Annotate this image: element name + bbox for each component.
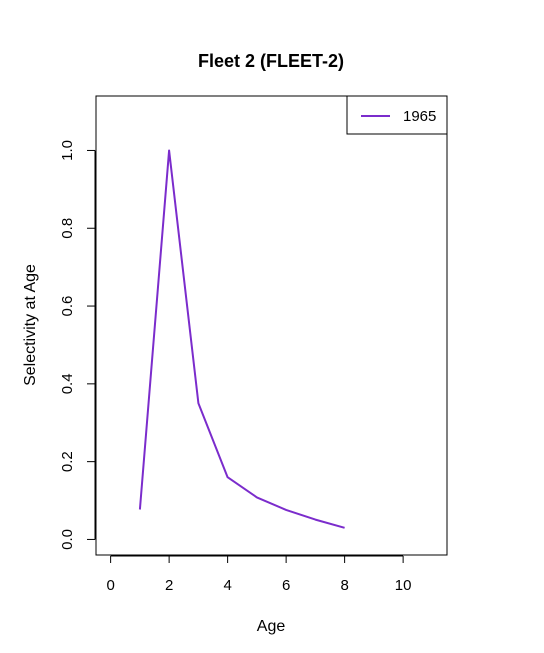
y-tick-label: 0.2 (59, 451, 76, 472)
y-tick-label: 0.8 (59, 218, 76, 239)
plot-frame (95, 95, 448, 556)
y-axis: 0.0 0.2 0.4 0.6 0.8 1.0 (59, 140, 96, 550)
y-axis-label: Selectivity at Age (22, 264, 39, 386)
series-line-1965 (138, 149, 345, 529)
y-tick-label: 1.0 (59, 140, 76, 161)
x-tick-label: 6 (282, 577, 290, 594)
x-tick-label: 10 (395, 577, 412, 594)
y-tick-label: 0.6 (59, 296, 76, 317)
y-tick-label: 0.4 (59, 373, 76, 394)
x-tick-label: 8 (340, 577, 348, 594)
legend-label: 1965 (403, 108, 436, 125)
y-tick-label: 0.0 (59, 529, 76, 550)
legend: 1965 (346, 95, 448, 135)
x-axis: 0 2 4 6 8 10 (106, 555, 412, 594)
chart-title: Fleet 2 (FLEET-2) (198, 51, 344, 71)
x-axis-label: Age (257, 618, 286, 635)
series-layer (138, 149, 345, 529)
x-tick-label: 0 (106, 577, 114, 594)
x-tick-label: 4 (223, 577, 231, 594)
x-tick-label: 2 (165, 577, 173, 594)
